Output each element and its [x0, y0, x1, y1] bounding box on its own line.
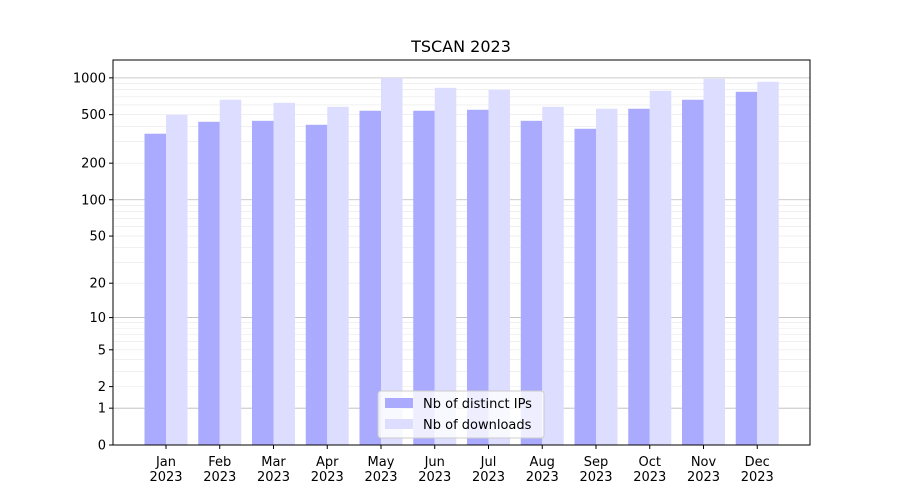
x-tick-label: Nov: [691, 455, 717, 470]
bar-distinct-ips-9: [628, 108, 650, 446]
x-tick-label: 2023: [311, 470, 344, 485]
x-tick-label: May: [368, 455, 395, 470]
legend-swatch-ips: [385, 398, 413, 408]
bar-downloads-3: [327, 106, 349, 445]
bar-distinct-ips-10: [682, 99, 704, 445]
bar-distinct-ips-0: [144, 133, 166, 445]
bar-downloads-4: [381, 77, 403, 445]
legend-label-ips: Nb of distinct IPs: [423, 397, 532, 412]
x-tick-label: 2023: [364, 470, 397, 485]
x-tick-label: Jun: [424, 455, 445, 470]
x-tick-label: 2023: [149, 470, 182, 485]
x-tick-label: Dec: [745, 455, 770, 470]
bar-downloads-10: [703, 78, 725, 445]
legend-box: [377, 390, 545, 439]
bar-downloads-8: [596, 108, 618, 446]
y-tick-label: 20: [89, 277, 106, 292]
bar-distinct-ips-3: [305, 124, 328, 445]
bar-distinct-ips-7: [520, 120, 543, 446]
bar-distinct-ips-5: [413, 110, 435, 446]
x-tick-label: 2023: [687, 470, 720, 485]
x-tick-label: 2023: [526, 470, 559, 485]
y-tick-label: 200: [81, 157, 106, 172]
bars: [144, 77, 779, 446]
x-tick-label: 2023: [579, 470, 612, 485]
bar-downloads-5: [434, 87, 457, 445]
x-tick-label: Sep: [584, 455, 609, 470]
bar-downloads-1: [219, 99, 242, 445]
x-tick-label: 2023: [203, 470, 236, 485]
chart-title: TSCAN 2023: [410, 37, 511, 56]
y-tick-label: 2: [98, 380, 106, 395]
x-tick-label: Jul: [480, 455, 497, 470]
bar-distinct-ips-8: [574, 128, 596, 445]
y-tick-label: 1000: [73, 71, 106, 86]
bar-downloads-9: [649, 90, 672, 445]
x-tick-label: 2023: [257, 470, 290, 485]
x-tick-label: 2023: [741, 470, 774, 485]
x-tick-label: Feb: [208, 455, 231, 470]
y-tick-label: 1: [98, 402, 106, 417]
bar-distinct-ips-1: [198, 121, 220, 445]
x-tick-label: Aug: [530, 455, 555, 470]
y-tick-label: 500: [81, 108, 106, 123]
x-tick-label: 2023: [418, 470, 451, 485]
bar-downloads-0: [166, 114, 188, 445]
x-tick-label: Mar: [261, 455, 286, 470]
bar-distinct-ips-2: [252, 120, 274, 446]
y-tick-label: 50: [89, 230, 106, 245]
y-tick-label: 0: [98, 439, 106, 454]
y-tick-label: 10: [89, 311, 106, 326]
x-axis: Jan2023Feb2023Mar2023Apr2023May2023Jun20…: [149, 445, 774, 485]
y-tick-label: 5: [98, 343, 106, 358]
x-tick-label: Apr: [316, 455, 339, 470]
x-tick-label: 2023: [472, 470, 505, 485]
bar-distinct-ips-4: [359, 110, 381, 446]
bar-downloads-11: [757, 81, 779, 446]
bar-downloads-6: [488, 89, 510, 446]
plot-frame: [112, 59, 811, 446]
bar-downloads-7: [542, 106, 564, 445]
bar-distinct-ips-6: [467, 109, 489, 445]
legend-label-downloads: Nb of downloads: [423, 418, 532, 433]
x-tick-label: Oct: [639, 455, 661, 470]
bar-distinct-ips-11: [735, 91, 758, 446]
y-tick-label: 100: [81, 193, 106, 208]
legend-swatch-downloads: [385, 419, 413, 429]
x-tick-label: 2023: [633, 470, 666, 485]
x-tick-label: Jan: [155, 455, 176, 470]
legend: Nb of distinct IPs Nb of downloads: [377, 390, 545, 439]
y-axis: 0 1 2 5 10 20 50 100 200 500 1000: [73, 71, 113, 454]
bar-downloads-2: [273, 102, 295, 445]
